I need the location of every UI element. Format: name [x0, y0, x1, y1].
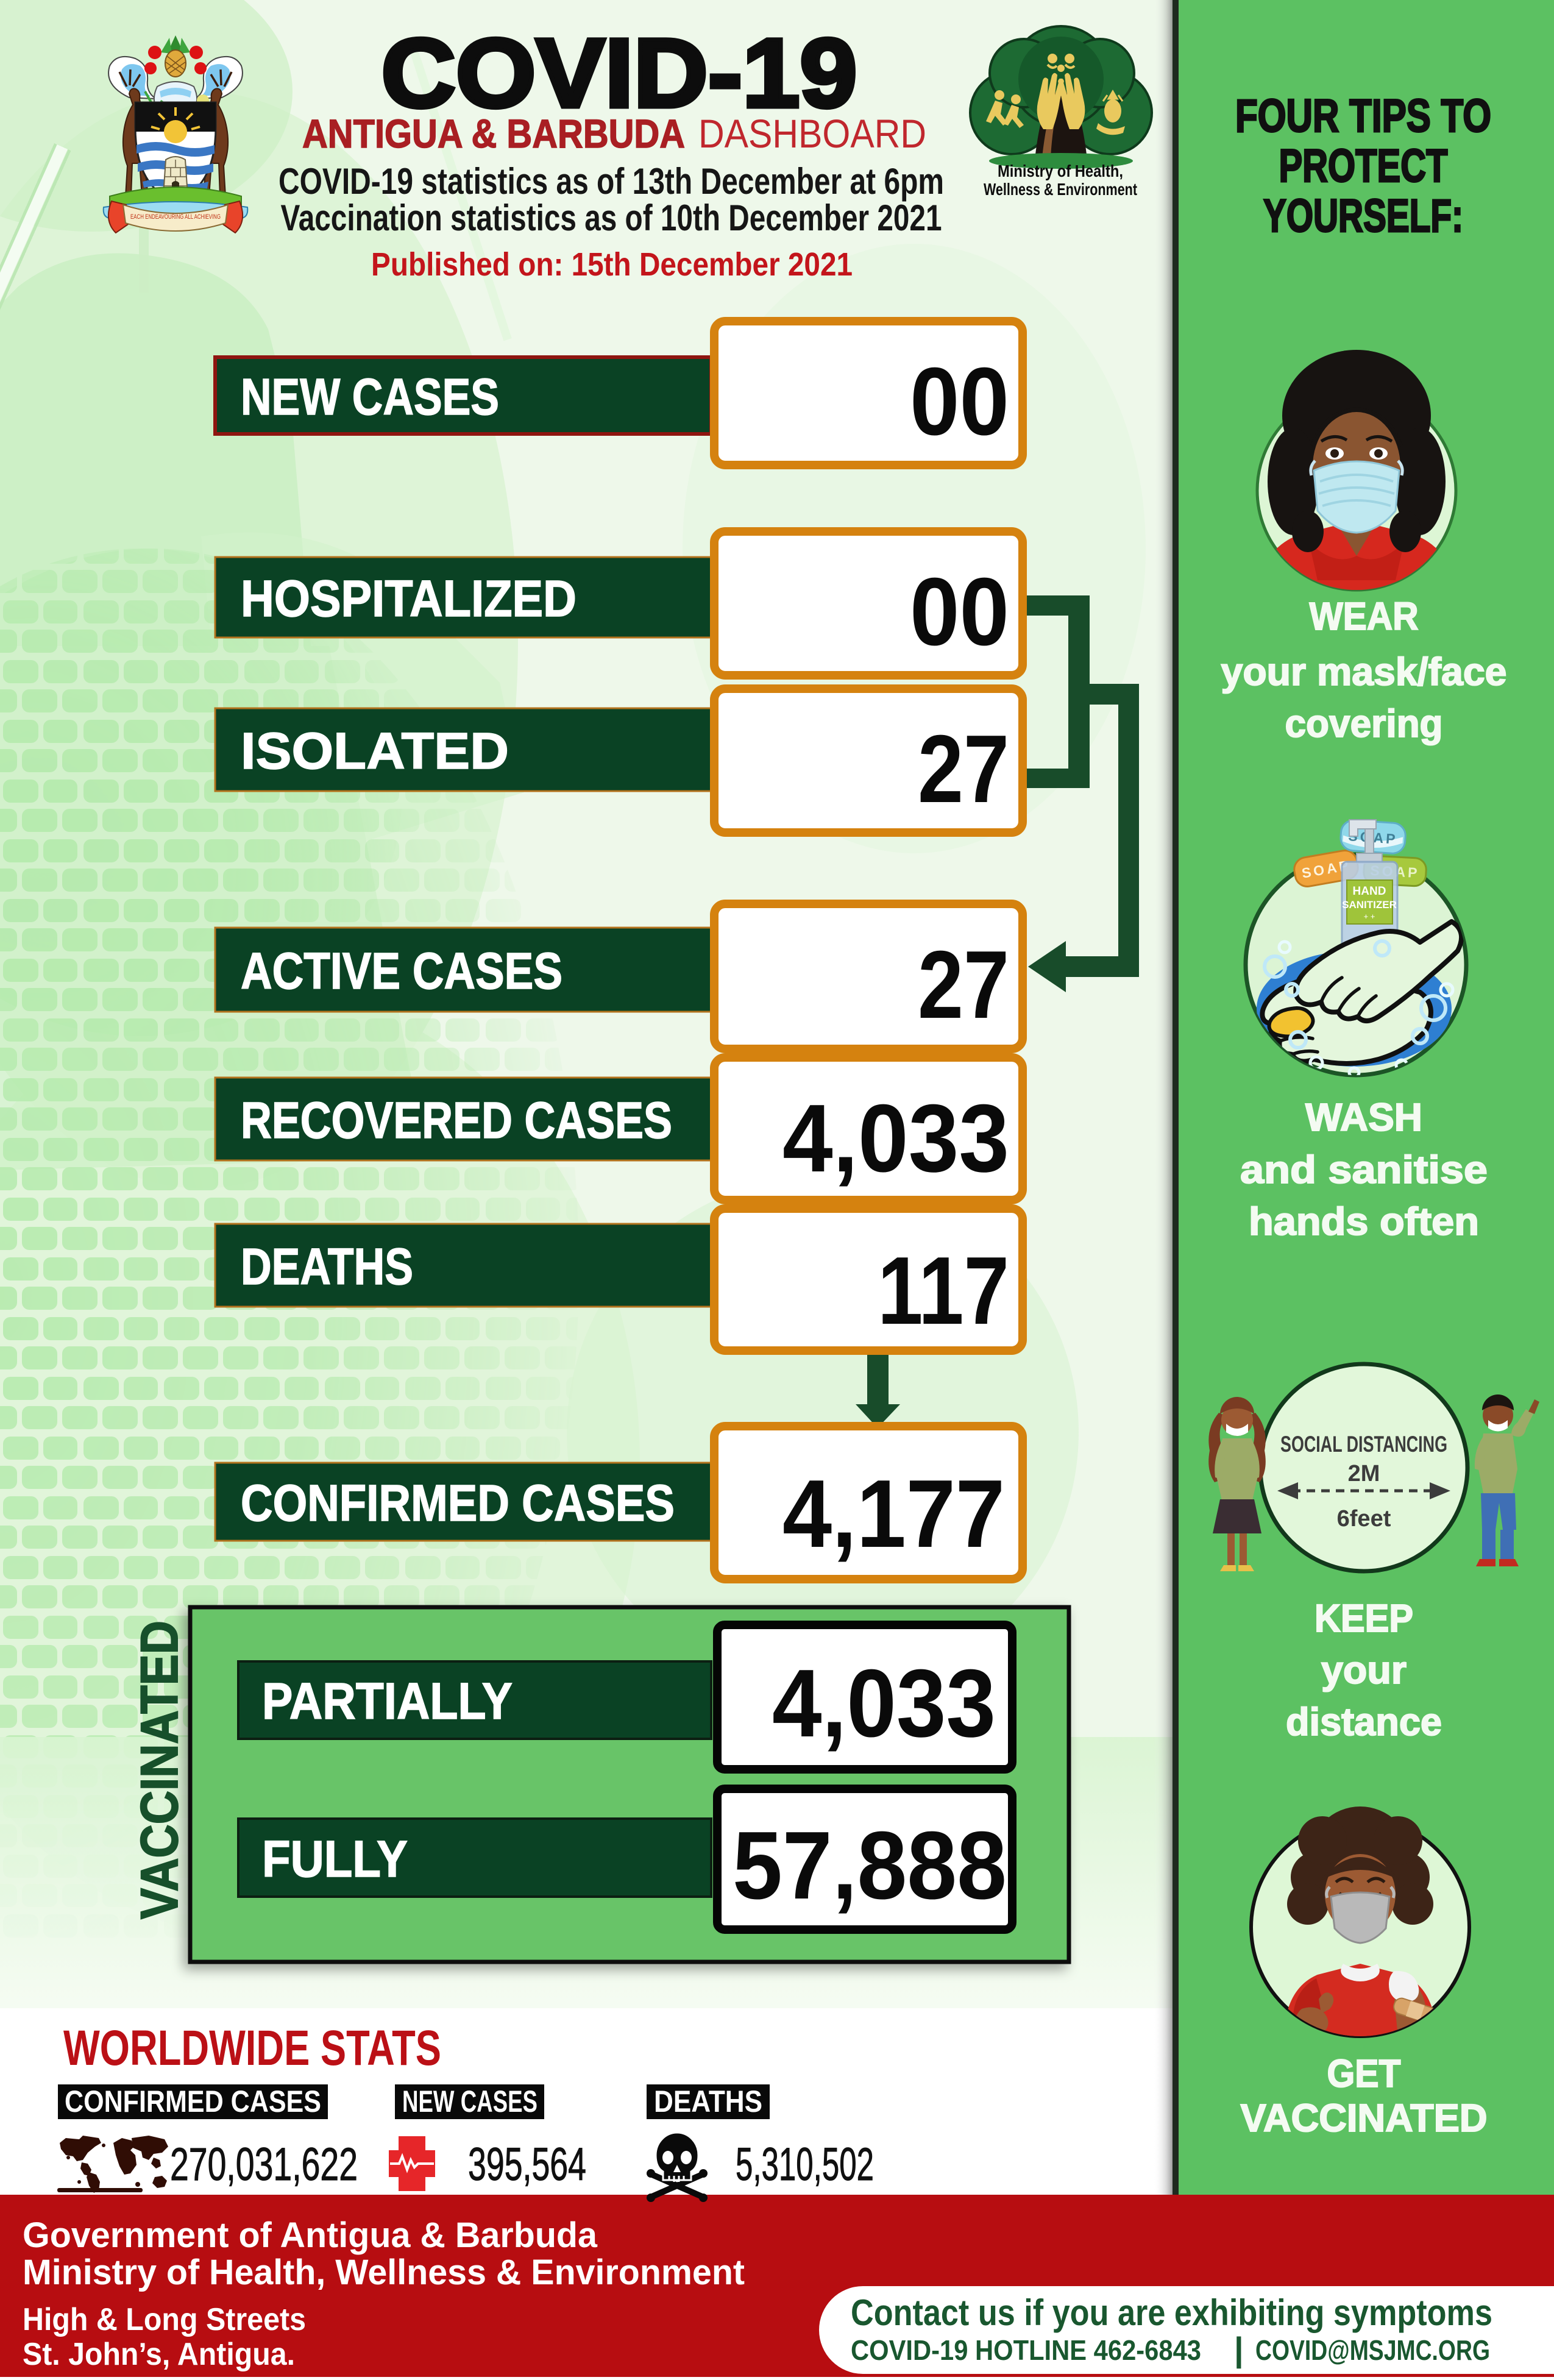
- svg-text:ANTIGUA & BARBUDA: ANTIGUA & BARBUDA: [302, 111, 685, 156]
- svg-text:|: |: [1234, 2330, 1244, 2369]
- svg-text:SOCIAL DISTANCING: SOCIAL DISTANCING: [1280, 1432, 1447, 1457]
- svg-text:+ +: + +: [1364, 912, 1375, 921]
- svg-text:YOURSELF:: YOURSELF:: [1263, 190, 1463, 242]
- svg-text:FULLY: FULLY: [262, 1830, 408, 1888]
- svg-text:VACCINATED: VACCINATED: [1241, 2096, 1488, 2140]
- svg-text:VACCINATED: VACCINATED: [130, 1621, 189, 1919]
- svg-text:Contact us if you are exhibiti: Contact us if you are exhibiting symptom…: [851, 2292, 1492, 2333]
- svg-text:COVID-19 statistics as of 13th: COVID-19 statistics as of 13th December …: [279, 161, 944, 202]
- svg-text:Wellness & Environment: Wellness & Environment: [984, 180, 1137, 199]
- svg-text:PROTECT: PROTECT: [1279, 140, 1448, 192]
- svg-text:hands often: hands often: [1249, 1199, 1479, 1243]
- svg-text:Ministry of Health,: Ministry of Health,: [998, 162, 1123, 180]
- svg-text:EACH ENDEAVOURING ALL ACHIEVIN: EACH ENDEAVOURING ALL ACHIEVING: [130, 213, 221, 221]
- svg-text:NEW CASES: NEW CASES: [241, 368, 499, 425]
- svg-text:4,033: 4,033: [772, 1650, 996, 1757]
- svg-text:GET: GET: [1327, 2051, 1401, 2095]
- svg-text:your mask/face: your mask/face: [1221, 650, 1507, 694]
- svg-text:5,310,502: 5,310,502: [736, 2139, 874, 2190]
- svg-text:2M: 2M: [1348, 1461, 1380, 1487]
- svg-text:4,033: 4,033: [782, 1085, 1009, 1192]
- svg-text:Published on: 15th December 20: Published on: 15th December 2021: [371, 246, 853, 283]
- svg-text:57,888: 57,888: [733, 1812, 1007, 1919]
- svg-text:395,564: 395,564: [468, 2139, 586, 2190]
- svg-text:High & Long Streets: High & Long Streets: [23, 2302, 306, 2337]
- svg-text:and sanitise: and sanitise: [1240, 1148, 1488, 1192]
- svg-text:HOSPITALIZED: HOSPITALIZED: [241, 570, 577, 627]
- svg-text:KEEP: KEEP: [1315, 1596, 1413, 1640]
- svg-text:00: 00: [910, 558, 1009, 666]
- svg-text:DEATHS: DEATHS: [654, 2084, 762, 2119]
- svg-text:270,031,622: 270,031,622: [170, 2139, 358, 2190]
- svg-text:ISOLATED: ISOLATED: [241, 722, 509, 780]
- svg-text:covering: covering: [1285, 702, 1443, 745]
- svg-text:DEATHS: DEATHS: [241, 1238, 413, 1295]
- svg-text:PARTIALLY: PARTIALLY: [262, 1672, 513, 1730]
- svg-text:COVID-19 HOTLINE 462-6843: COVID-19 HOTLINE 462-6843: [851, 2334, 1201, 2366]
- svg-text:WEAR: WEAR: [1310, 594, 1419, 638]
- svg-text:RECOVERED CASES: RECOVERED CASES: [241, 1092, 672, 1149]
- svg-text:CONFIRMED CASES: CONFIRMED CASES: [65, 2084, 321, 2119]
- svg-text:6feet: 6feet: [1337, 1506, 1391, 1532]
- svg-text:27: 27: [918, 716, 1009, 823]
- svg-text:distance: distance: [1286, 1700, 1442, 1744]
- svg-text:SANITIZER: SANITIZER: [1342, 899, 1397, 911]
- svg-text:Ministry of Health, Wellness &: Ministry of Health, Wellness & Environme…: [23, 2253, 745, 2292]
- svg-text:WASH: WASH: [1305, 1095, 1422, 1139]
- svg-text:your: your: [1321, 1648, 1407, 1692]
- svg-text:00: 00: [910, 348, 1009, 455]
- svg-text:Vaccination statistics as of 1: Vaccination statistics as of 10th Decemb…: [281, 197, 942, 238]
- svg-text:DASHBOARD: DASHBOARD: [698, 111, 926, 156]
- svg-text:Government of Antigua & Barbud: Government of Antigua & Barbuda: [23, 2215, 598, 2255]
- svg-text:COVID@MSJMC.ORG: COVID@MSJMC.ORG: [1255, 2334, 1490, 2366]
- svg-text:CONFIRMED CASES: CONFIRMED CASES: [241, 1474, 675, 1532]
- svg-text:4,177: 4,177: [782, 1460, 1005, 1568]
- svg-text:117: 117: [878, 1237, 1009, 1345]
- svg-text:WORLDWIDE STATS: WORLDWIDE STATS: [63, 2020, 441, 2076]
- svg-text:ACTIVE CASES: ACTIVE CASES: [241, 942, 562, 1000]
- svg-text:FOUR TIPS TO: FOUR TIPS TO: [1235, 90, 1491, 142]
- svg-text:COVID-19: COVID-19: [381, 18, 857, 127]
- svg-text:27: 27: [918, 931, 1009, 1039]
- svg-text:St. John’s, Antigua.: St. John’s, Antigua.: [23, 2337, 295, 2372]
- svg-text:NEW CASES: NEW CASES: [402, 2084, 538, 2119]
- svg-text:HAND: HAND: [1353, 885, 1386, 898]
